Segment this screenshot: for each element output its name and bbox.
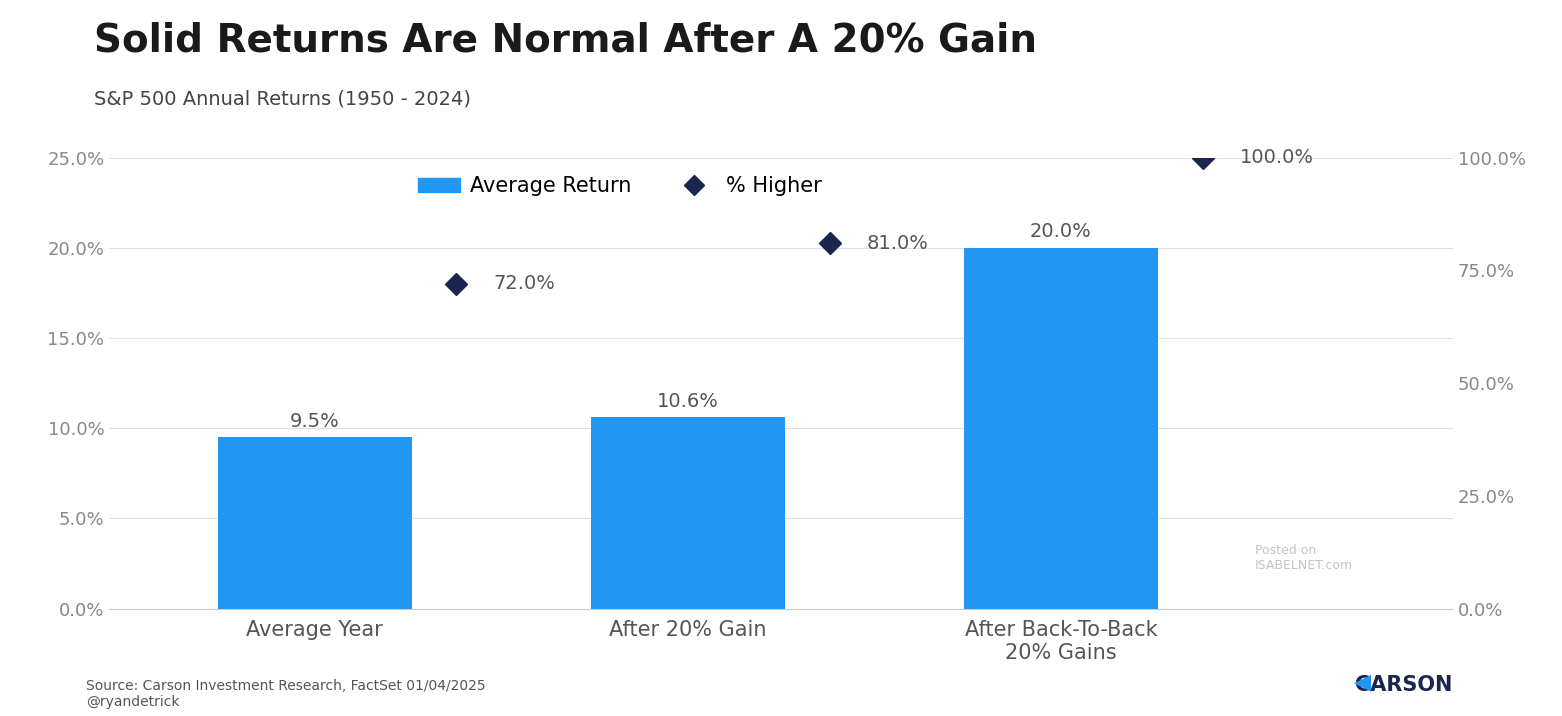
Text: 9.5%: 9.5%	[289, 412, 339, 431]
Text: CARSON: CARSON	[1356, 674, 1453, 695]
Text: 20.0%: 20.0%	[1029, 223, 1092, 241]
Text: Posted on
ISABELNET.com: Posted on ISABELNET.com	[1254, 544, 1353, 572]
Text: 72.0%: 72.0%	[494, 274, 556, 294]
Text: Solid Returns Are Normal After A 20% Gain: Solid Returns Are Normal After A 20% Gai…	[94, 21, 1037, 59]
Bar	[590, 417, 784, 609]
Text: 100.0%: 100.0%	[1240, 148, 1314, 167]
Text: 81.0%: 81.0%	[867, 233, 929, 253]
Text: S&P 500 Annual Returns (1950 - 2024): S&P 500 Annual Returns (1950 - 2024)	[94, 90, 470, 109]
Legend: Average Return, % Higher: Average Return, % Higher	[409, 168, 829, 205]
Text: 10.6%: 10.6%	[656, 392, 719, 411]
Bar	[964, 248, 1157, 609]
Text: Source: Carson Investment Research, FactSet 01/04/2025
@ryandetrick: Source: Carson Investment Research, Fact…	[86, 679, 486, 709]
Text: ◀: ◀	[1354, 672, 1371, 692]
Bar	[217, 437, 412, 609]
